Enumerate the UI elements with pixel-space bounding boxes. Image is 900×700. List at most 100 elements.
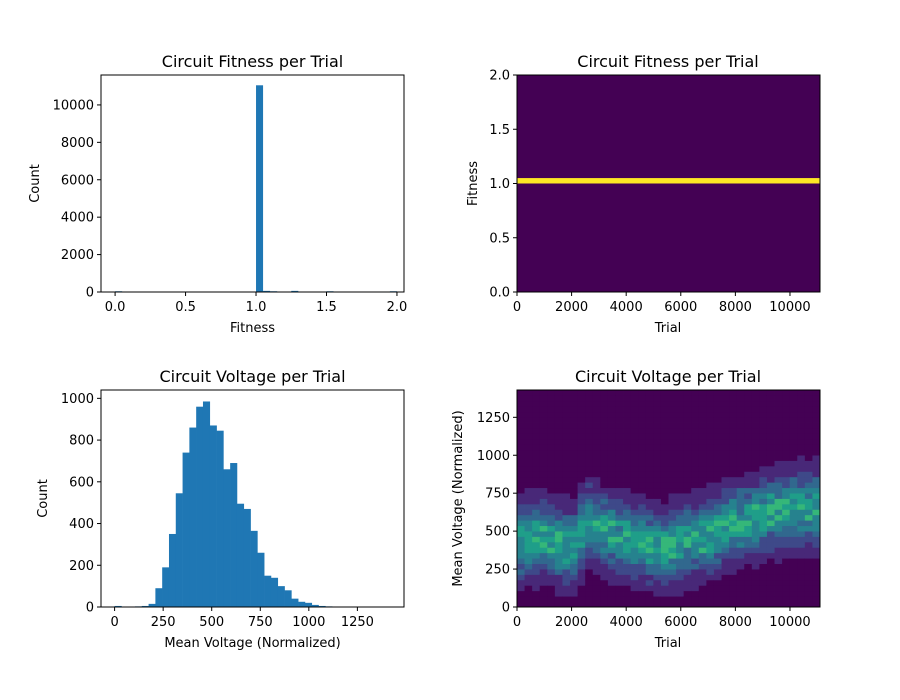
heatmap-cell (638, 536, 647, 543)
heatmap-cell (804, 585, 813, 592)
heatmap-cell (668, 455, 677, 461)
heatmap-cell (698, 601, 707, 608)
heatmap-cell (744, 503, 753, 510)
heatmap-cell (683, 509, 692, 516)
heatmap-cell (592, 585, 601, 592)
heatmap-cell (782, 590, 791, 597)
heatmap-cell (547, 444, 556, 451)
heatmap-cell (653, 465, 662, 472)
heatmap-cell (782, 455, 791, 461)
heatmap-cell (524, 444, 533, 451)
heatmap-cell (766, 585, 775, 592)
heatmap-cell (660, 433, 669, 440)
heatmap-cell (751, 395, 760, 402)
heatmap-cell (683, 520, 692, 527)
heatmap-cell (653, 444, 662, 451)
heatmap-cell (736, 590, 745, 597)
heatmap-cell (706, 596, 715, 602)
heatmap-cell (615, 503, 624, 510)
heatmap-cell (607, 547, 616, 554)
heatmap-cell (630, 579, 639, 586)
heatmap-cell (668, 536, 677, 543)
heatmap-cell (660, 460, 669, 467)
heatmap-cell (517, 482, 525, 489)
heatmap-cell (789, 503, 798, 510)
heatmap-cell (782, 390, 791, 396)
heatmap-cell (721, 590, 730, 597)
heatmap-cell (668, 438, 677, 445)
heatmap-cell (713, 471, 722, 478)
heatmap-cell (751, 531, 760, 537)
heatmap-cell (676, 390, 685, 396)
heatmap-cell (736, 520, 745, 527)
heatmap-cell (759, 563, 768, 570)
heatmap-cell (532, 574, 541, 581)
heatmap-cell (577, 471, 586, 478)
fitness-heatmap-plot (517, 75, 820, 292)
heatmap-cell (623, 444, 632, 451)
heatmap-cell (630, 438, 639, 445)
heatmap-cell (744, 476, 753, 483)
heatmap-cell (607, 558, 616, 564)
heatmap-cell (691, 563, 700, 570)
heatmap-cell (736, 579, 745, 586)
heatmap-cell (554, 520, 563, 527)
heatmap-cell (713, 503, 722, 510)
heatmap-cell (812, 395, 821, 402)
heatmap-cell (812, 498, 821, 505)
heatmap-cell (683, 514, 692, 521)
heatmap-cell (653, 579, 662, 586)
heatmap-cell (645, 579, 654, 586)
histogram-bar (236, 503, 245, 607)
heatmap-cell (554, 476, 563, 483)
heatmap-cell (736, 525, 745, 532)
heatmap-cell (736, 455, 745, 461)
heatmap-cell (691, 531, 700, 537)
heatmap-cell (766, 455, 775, 461)
heatmap-cell (570, 487, 578, 494)
heatmap-cell (691, 482, 700, 489)
heatmap-cell (797, 406, 806, 413)
heatmap-cell (797, 509, 806, 516)
heatmap-cell (691, 460, 700, 467)
heatmap-cell (668, 444, 677, 451)
heatmap-cell (759, 590, 768, 597)
heatmap-cell (668, 541, 677, 548)
heatmap-cell (554, 390, 563, 396)
y-tick-label: 200 (69, 559, 94, 574)
heatmap-cell (539, 438, 548, 445)
heatmap-cell (645, 460, 654, 467)
heatmap-cell (706, 552, 715, 559)
heatmap-cell (782, 449, 791, 456)
heatmap-cell (691, 417, 700, 423)
heatmap-cell (744, 498, 753, 505)
heatmap-cell (630, 601, 639, 608)
heatmap-cell (547, 541, 556, 548)
heatmap-cell (668, 400, 677, 407)
fitness-heatmap-ylabel: Fitness (466, 161, 481, 206)
heatmap-cell (630, 444, 639, 451)
heatmap-cell (638, 590, 647, 597)
heatmap-cell (759, 417, 768, 423)
heatmap-cell (539, 487, 548, 494)
heatmap-cell (729, 503, 738, 510)
heatmap-cell (547, 596, 556, 602)
heatmap-cell (660, 590, 669, 597)
heatmap-cell (592, 476, 601, 483)
heatmap-cell (736, 482, 745, 489)
heatmap-cell (615, 400, 624, 407)
heatmap-cell (623, 569, 632, 575)
heatmap-cell (812, 476, 821, 483)
heatmap-cell (676, 601, 685, 608)
heatmap-cell (539, 395, 548, 402)
heatmap-cell (524, 476, 533, 483)
heatmap-cell (645, 541, 654, 548)
heatmap-cell (676, 476, 685, 483)
x-tick-label: 4000 (610, 300, 643, 315)
heatmap-cell (751, 574, 760, 581)
heatmap-cell (774, 525, 783, 532)
heatmap-cell (638, 390, 647, 396)
heatmap-cell (615, 493, 624, 499)
heatmap-cell (524, 433, 533, 440)
heatmap-cell (653, 525, 662, 532)
